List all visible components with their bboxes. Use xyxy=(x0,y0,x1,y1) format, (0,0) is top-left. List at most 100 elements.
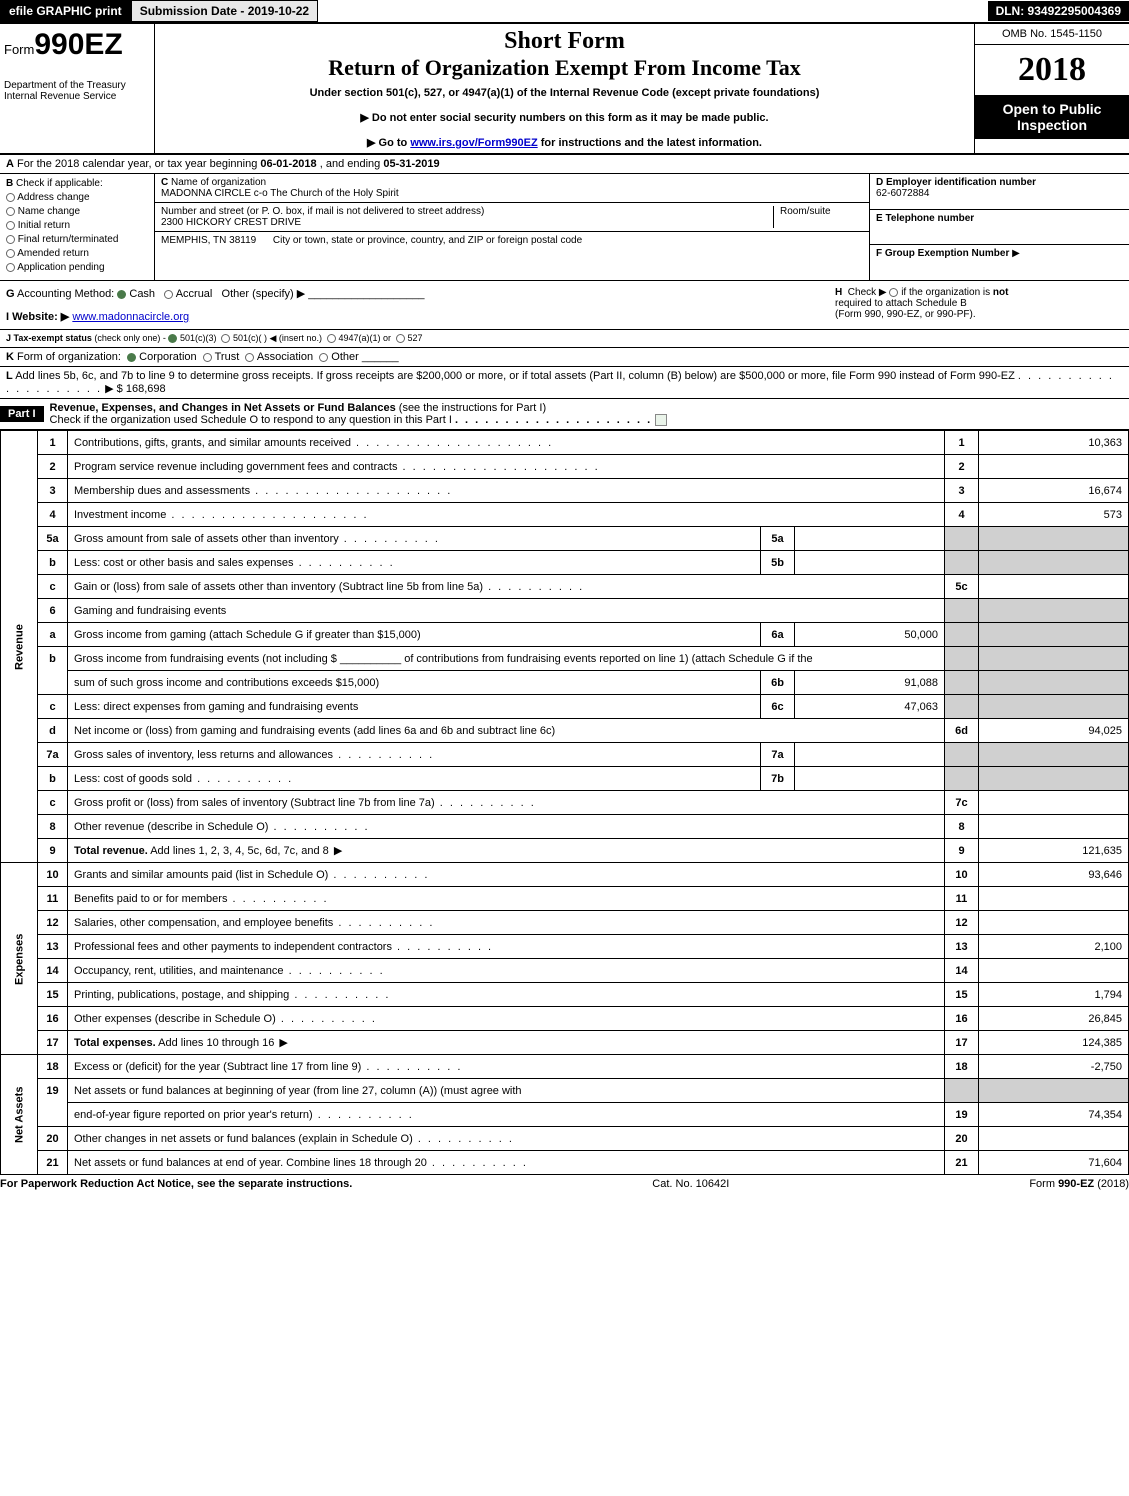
l5a-mid: 5a xyxy=(761,527,795,551)
opt-corporation: Corporation xyxy=(139,351,196,363)
line-17: 17 Total expenses. Add lines 10 through … xyxy=(1,1031,1129,1055)
l6b-desc-mid: of contributions from fundraising events… xyxy=(404,653,812,665)
radio-trust[interactable] xyxy=(203,353,212,362)
l5b-num: b xyxy=(38,551,68,575)
subtitle: Under section 501(c), 527, or 4947(a)(1)… xyxy=(163,87,966,99)
radio-501c3[interactable] xyxy=(168,334,177,343)
checkbox-sched-b-not-required[interactable] xyxy=(889,288,898,297)
line-5c: c Gain or (loss) from sale of assets oth… xyxy=(1,575,1129,599)
l6a-desc: Gross income from gaming (attach Schedul… xyxy=(74,629,421,641)
l6a-midval: 50,000 xyxy=(795,623,945,647)
l1-box: 1 xyxy=(945,431,979,455)
line-5a: 5a Gross amount from sale of assets othe… xyxy=(1,527,1129,551)
line-2: 2 Program service revenue including gove… xyxy=(1,455,1129,479)
l1-desc: Contributions, gifts, grants, and simila… xyxy=(74,437,351,449)
line-9: 9 Total revenue. Add lines 1, 2, 3, 4, 5… xyxy=(1,839,1129,863)
l10-desc: Grants and similar amounts paid (list in… xyxy=(74,869,328,881)
l4-val: 573 xyxy=(979,503,1129,527)
radio-accrual[interactable] xyxy=(164,290,173,299)
l3-box: 3 xyxy=(945,479,979,503)
part1-title: Revenue, Expenses, and Changes in Net As… xyxy=(50,402,396,414)
l7c-num: c xyxy=(38,791,68,815)
section-i-label: I Website: ▶ xyxy=(6,311,69,323)
l6c-midval: 47,063 xyxy=(795,695,945,719)
l9-num: 9 xyxy=(38,839,68,863)
l2-val xyxy=(979,455,1129,479)
radio-4947[interactable] xyxy=(327,334,336,343)
section-j-label: J Tax-exempt status xyxy=(6,333,92,343)
part1-header-row: Part I Revenue, Expenses, and Changes in… xyxy=(0,399,1129,430)
l8-val xyxy=(979,815,1129,839)
checkbox-final-return[interactable] xyxy=(6,235,15,244)
l17-box: 17 xyxy=(945,1031,979,1055)
line-1: Revenue 1 Contributions, gifts, grants, … xyxy=(1,431,1129,455)
l6a-box-shaded xyxy=(945,623,979,647)
l14-val xyxy=(979,959,1129,983)
line-7a: 7a Gross sales of inventory, less return… xyxy=(1,743,1129,767)
radio-501c[interactable] xyxy=(221,334,230,343)
l7b-midval xyxy=(795,767,945,791)
l2-desc: Program service revenue including govern… xyxy=(74,461,397,473)
name-label: Name of organization xyxy=(171,177,266,188)
other-specify: Other (specify) ▶ xyxy=(222,288,306,300)
checkbox-application-pending[interactable] xyxy=(6,263,15,272)
line-3: 3 Membership dues and assessments 3 16,6… xyxy=(1,479,1129,503)
line-19b: end-of-year figure reported on prior yea… xyxy=(1,1103,1129,1127)
checkbox-initial-return[interactable] xyxy=(6,221,15,230)
l3-desc: Membership dues and assessments xyxy=(74,485,250,497)
expenses-label: Expenses xyxy=(1,863,38,1055)
line-10: Expenses 10 Grants and similar amounts p… xyxy=(1,863,1129,887)
section-l-label: L xyxy=(6,370,13,382)
website-link[interactable]: www.madonnacircle.org xyxy=(72,311,189,323)
radio-association[interactable] xyxy=(245,353,254,362)
l5b-box-shaded xyxy=(945,551,979,575)
l5b-desc: Less: cost or other basis and sales expe… xyxy=(74,557,294,569)
section-l: L Add lines 5b, 6c, and 7b to line 9 to … xyxy=(0,367,1129,399)
l15-val: 1,794 xyxy=(979,983,1129,1007)
l18-val: -2,750 xyxy=(979,1055,1129,1079)
name-change: Name change xyxy=(18,206,80,217)
l13-val: 2,100 xyxy=(979,935,1129,959)
h-text2: if the organization is xyxy=(901,287,990,298)
h-text3: required to attach Schedule B xyxy=(835,298,967,309)
line-13: 13 Professional fees and other payments … xyxy=(1,935,1129,959)
opt-other: Other xyxy=(331,351,359,363)
radio-corporation[interactable] xyxy=(127,353,136,362)
goto-prefix: ▶ Go to xyxy=(367,137,410,149)
efile-print-button[interactable]: efile GRAPHIC print xyxy=(0,0,131,22)
l6b2-val-shaded xyxy=(979,671,1129,695)
city-label: City or town, state or province, country… xyxy=(273,235,582,246)
net-assets-label: Net Assets xyxy=(1,1055,38,1175)
section-j-note: (check only one) - xyxy=(94,333,166,343)
l6d-desc: Net income or (loss) from gaming and fun… xyxy=(74,725,555,737)
checkbox-schedule-o[interactable] xyxy=(655,414,667,426)
l21-box: 21 xyxy=(945,1151,979,1175)
tax-year: 2018 xyxy=(975,45,1129,95)
l20-num: 20 xyxy=(38,1127,68,1151)
checkbox-name-change[interactable] xyxy=(6,207,15,216)
checkbox-amended-return[interactable] xyxy=(6,249,15,258)
l3-num: 3 xyxy=(38,479,68,503)
end-date: 05-31-2019 xyxy=(383,158,439,170)
radio-other[interactable] xyxy=(319,353,328,362)
irs-link[interactable]: www.irs.gov/Form990EZ xyxy=(410,137,537,149)
l17-desc: Total expenses. xyxy=(74,1037,156,1049)
l6d-val: 94,025 xyxy=(979,719,1129,743)
line-5b: b Less: cost or other basis and sales ex… xyxy=(1,551,1129,575)
radio-cash[interactable] xyxy=(117,290,126,299)
l6c-mid: 6c xyxy=(761,695,795,719)
line-6b: sum of such gross income and contributio… xyxy=(1,671,1129,695)
section-f-arrow: ▶ xyxy=(1012,248,1020,259)
l5a-desc: Gross amount from sale of assets other t… xyxy=(74,533,339,545)
l11-val xyxy=(979,887,1129,911)
l6b-num: b xyxy=(38,647,68,671)
l7b-mid: 7b xyxy=(761,767,795,791)
l7a-desc: Gross sales of inventory, less returns a… xyxy=(74,749,333,761)
radio-527[interactable] xyxy=(396,334,405,343)
l6d-box: 6d xyxy=(945,719,979,743)
submission-date-button[interactable]: Submission Date - 2019-10-22 xyxy=(131,0,318,22)
l10-box: 10 xyxy=(945,863,979,887)
cash-label: Cash xyxy=(129,288,155,300)
l5a-num: 5a xyxy=(38,527,68,551)
checkbox-address-change[interactable] xyxy=(6,193,15,202)
